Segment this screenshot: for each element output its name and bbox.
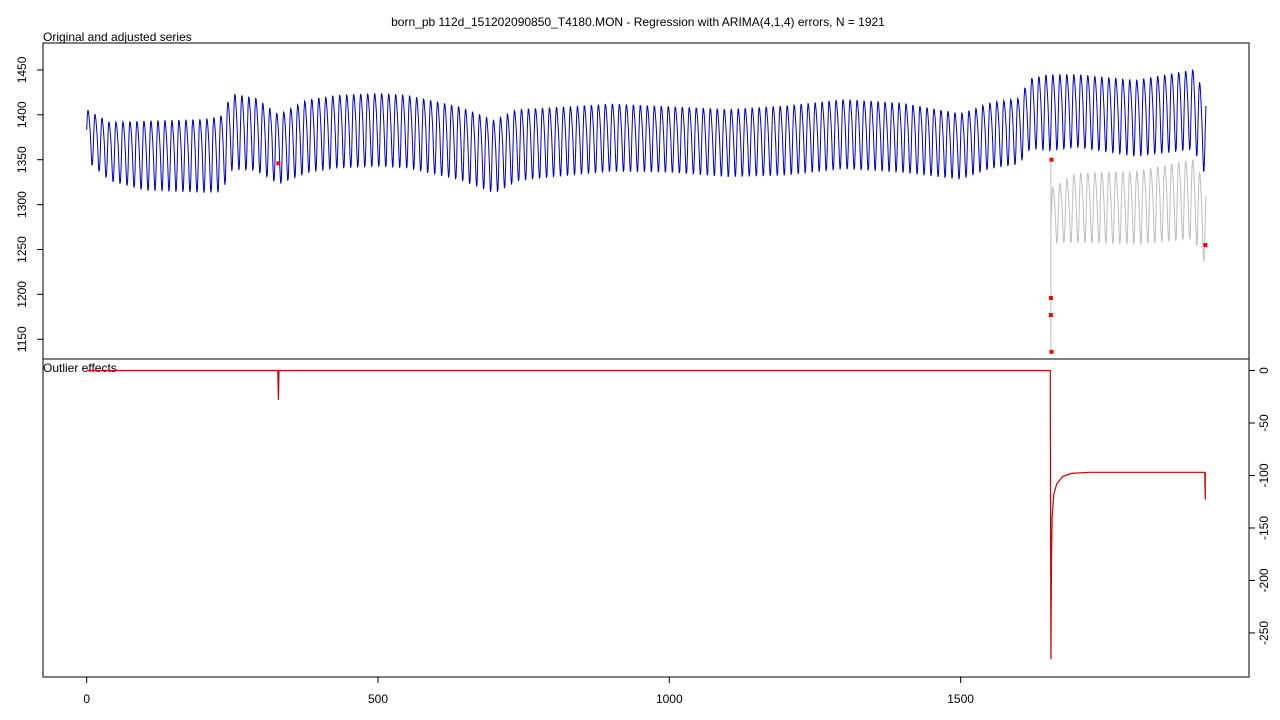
bottom-y-axis: 0 -50 -100 -150 -200 -250 [1249, 367, 1271, 645]
bottom-y-tick-label: -250 [1257, 621, 1271, 645]
top-y-tick-label: 1250 [15, 236, 29, 263]
bottom-y-tick-label: -150 [1257, 516, 1271, 540]
x-tick-label: 0 [83, 692, 90, 706]
original-series-line [86, 69, 1207, 193]
adjusted-series-line [1050, 159, 1207, 352]
top-y-tick-label: 1450 [15, 56, 29, 83]
bottom-y-tick-label: -100 [1257, 463, 1271, 487]
top-y-tick-label: 1300 [15, 191, 29, 218]
x-tick-label: 500 [368, 692, 388, 706]
x-tick-label: 1500 [947, 692, 974, 706]
outlier-marker [1049, 349, 1054, 354]
bottom-plot-area [86, 369, 1206, 660]
top-plot-area [86, 69, 1208, 354]
top-y-tick-label: 1200 [15, 281, 29, 308]
outlier-marker [1048, 313, 1053, 318]
bottom-panel-title: Outlier effects [43, 361, 117, 375]
outlier-marker [276, 161, 281, 166]
bottom-y-tick-label: -50 [1257, 414, 1271, 432]
outlier-marker [1049, 157, 1054, 162]
x-tick-label: 1000 [656, 692, 683, 706]
outlier-marker [1048, 295, 1053, 300]
bottom-y-tick-label: 0 [1257, 367, 1271, 374]
outlier-effects-line [86, 369, 1206, 660]
chart-title: born_pb 112d_151202090850_T4180.MON - Re… [391, 15, 885, 29]
bottom-panel-frame [42, 358, 1250, 678]
top-y-tick-label: 1150 [15, 326, 29, 352]
bottom-y-tick-label: -200 [1257, 568, 1271, 592]
top-panel-title: Original and adjusted series [43, 30, 192, 44]
top-y-tick-label: 1350 [15, 146, 29, 173]
outlier-marker [1203, 242, 1208, 247]
top-y-axis: 1150 1200 1250 1300 1350 1400 1450 [15, 56, 43, 352]
top-y-tick-label: 1400 [15, 101, 29, 128]
x-axis: 0 500 1000 1500 [83, 677, 974, 706]
